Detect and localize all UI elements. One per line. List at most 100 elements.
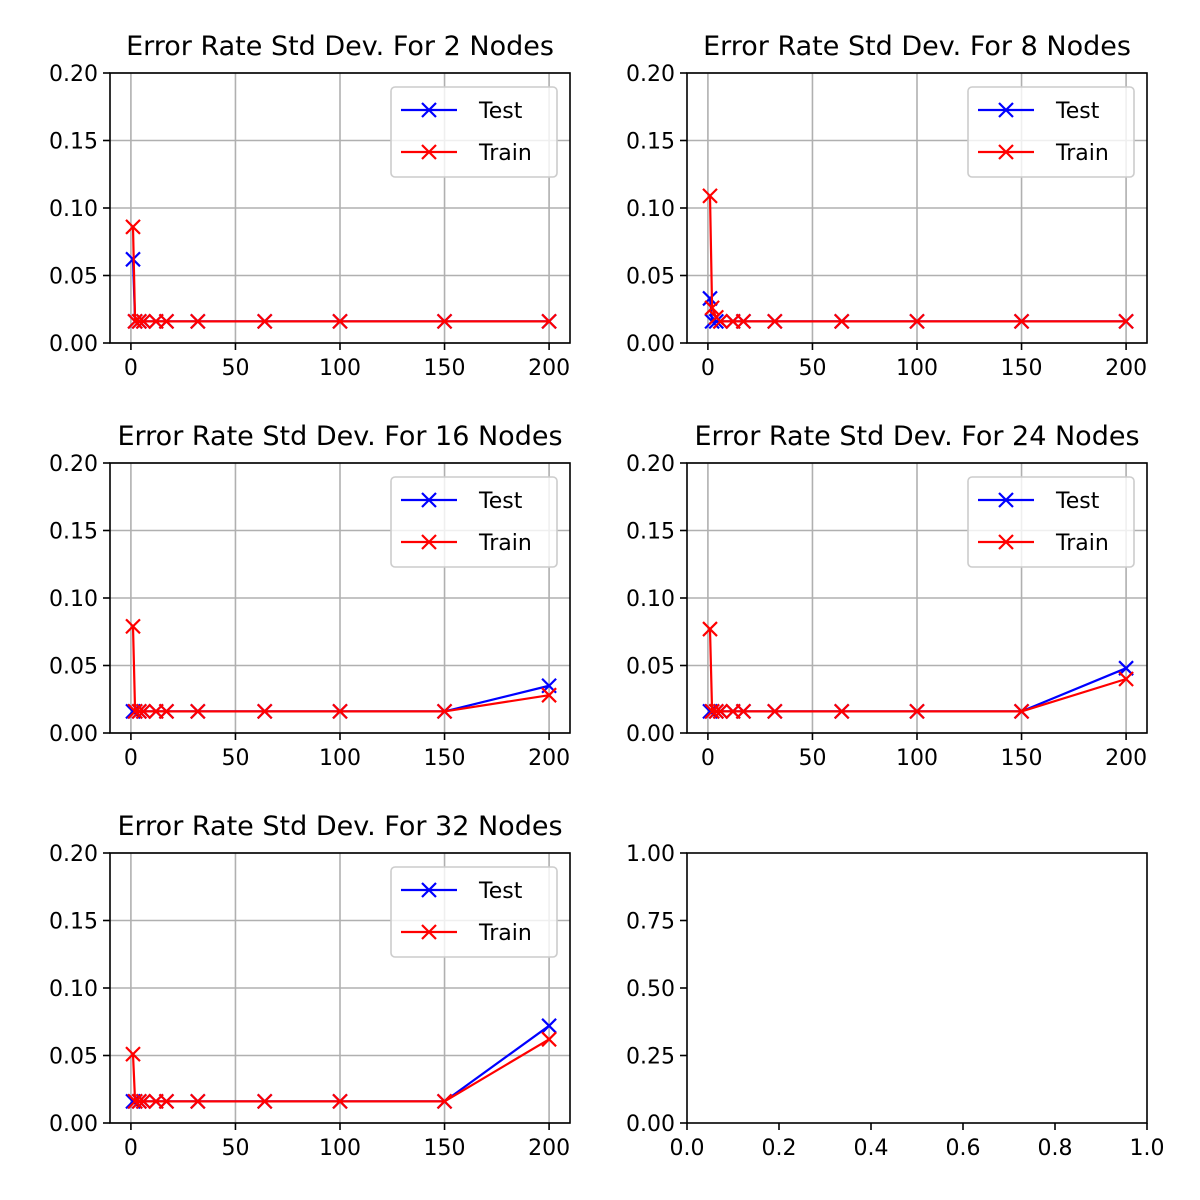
data-point-train bbox=[833, 313, 850, 330]
x-tick-label: 150 bbox=[1001, 356, 1043, 381]
legend-marker-test bbox=[998, 492, 1014, 508]
legend: Test Train bbox=[967, 86, 1135, 178]
data-point-train bbox=[256, 313, 273, 330]
legend-label-train: Train bbox=[478, 141, 532, 166]
data-point-train bbox=[767, 313, 783, 330]
data-point-train bbox=[702, 188, 718, 204]
legend-marker-test bbox=[421, 102, 437, 118]
legend-box bbox=[390, 866, 558, 958]
data-point-train bbox=[1013, 313, 1030, 330]
axes-frame bbox=[686, 852, 1148, 1124]
data-point-train bbox=[158, 1093, 175, 1110]
x-tick-label: 0 bbox=[124, 746, 138, 771]
y-tick-label: 0.10 bbox=[49, 977, 98, 1002]
y-tick-label: 0.50 bbox=[626, 977, 675, 1002]
x-tick-label: 1.0 bbox=[1130, 1136, 1165, 1161]
data-point-train bbox=[256, 1093, 273, 1110]
data-point-train bbox=[190, 703, 206, 720]
data-point-train bbox=[135, 1093, 152, 1110]
legend-box bbox=[390, 476, 558, 568]
y-tick-label: 0.05 bbox=[49, 655, 98, 680]
data-point-train bbox=[735, 703, 752, 720]
x-tick-label: 0.2 bbox=[762, 1136, 797, 1161]
x-tick-label: 200 bbox=[528, 746, 570, 771]
legend-label-test: Test bbox=[1055, 99, 1100, 124]
x-tick-label: 200 bbox=[1105, 746, 1147, 771]
data-point-train bbox=[131, 1093, 148, 1110]
legend-marker-test bbox=[421, 882, 437, 898]
x-tick-label: 100 bbox=[896, 746, 938, 771]
data-point-train bbox=[125, 618, 141, 635]
y-tick-label: 0.05 bbox=[626, 265, 675, 290]
x-tick-label: 0.4 bbox=[854, 1136, 889, 1161]
data-point-train bbox=[131, 313, 148, 330]
y-tick-label: 0.15 bbox=[49, 520, 98, 545]
data-point-train bbox=[833, 703, 850, 720]
y-tick-label: 0.00 bbox=[626, 332, 675, 357]
data-point-train bbox=[436, 703, 453, 720]
y-tick-label: 0.20 bbox=[49, 452, 98, 477]
legend-label-train: Train bbox=[1055, 141, 1109, 166]
y-tick-label: 0.05 bbox=[49, 1045, 98, 1070]
x-tick-label: 50 bbox=[221, 746, 249, 771]
legend-marker-train bbox=[421, 924, 437, 940]
x-tick-label: 100 bbox=[896, 356, 938, 381]
data-point-train bbox=[131, 703, 148, 720]
y-tick-label: 0.15 bbox=[626, 520, 675, 545]
subplot-title: Error Rate Std Dev. For 8 Nodes bbox=[703, 31, 1131, 62]
data-point-train bbox=[1118, 671, 1134, 687]
data-point-train bbox=[541, 313, 557, 330]
y-tick-label: 0.00 bbox=[626, 722, 675, 747]
legend-marker-train bbox=[998, 144, 1014, 160]
x-tick-label: 150 bbox=[424, 356, 466, 381]
y-tick-label: 0.00 bbox=[49, 722, 98, 747]
data-point-train bbox=[909, 703, 925, 720]
x-tick-label: 100 bbox=[319, 1136, 361, 1161]
legend-marker-test bbox=[421, 492, 437, 508]
data-point-train bbox=[1118, 313, 1134, 330]
data-point-train bbox=[541, 687, 557, 703]
data-point-train bbox=[735, 313, 752, 330]
data-point-train bbox=[767, 703, 783, 720]
x-tick-label: 200 bbox=[1105, 356, 1147, 381]
y-tick-label: 0.10 bbox=[626, 587, 675, 612]
data-point-test bbox=[702, 290, 718, 307]
x-tick-label: 50 bbox=[221, 1136, 249, 1161]
data-point-train bbox=[708, 703, 725, 720]
y-tick-label: 0.00 bbox=[626, 1112, 675, 1137]
legend-label-train: Train bbox=[478, 531, 532, 556]
data-point-train bbox=[704, 300, 720, 316]
data-point-train bbox=[332, 1093, 348, 1110]
x-tick-label: 0 bbox=[124, 1136, 138, 1161]
y-tick-label: 0.15 bbox=[626, 130, 675, 155]
data-point-train bbox=[125, 219, 141, 235]
y-tick-label: 0.05 bbox=[49, 265, 98, 290]
axes-frame bbox=[686, 72, 1148, 344]
y-tick-label: 0.20 bbox=[626, 452, 675, 477]
data-point-train bbox=[256, 703, 273, 720]
y-tick-label: 0.00 bbox=[49, 332, 98, 357]
subplot-title: Error Rate Std Dev. For 16 Nodes bbox=[117, 421, 562, 452]
legend: Test Train bbox=[390, 86, 558, 178]
legend-box bbox=[967, 476, 1135, 568]
subplot-title: Error Rate Std Dev. For 32 Nodes bbox=[117, 811, 562, 842]
data-point-train bbox=[332, 313, 348, 330]
subplot-3: 0 50 100 150 200 0.00 0.05 0.10 0.15 0.20 Error Ra… bbox=[49, 421, 571, 771]
y-tick-label: 0.75 bbox=[626, 910, 675, 935]
x-tick-label: 0 bbox=[124, 356, 138, 381]
legend: Test Train bbox=[967, 476, 1135, 568]
x-tick-label: 150 bbox=[1001, 746, 1043, 771]
x-tick-label: 50 bbox=[798, 356, 826, 381]
y-tick-label: 0.20 bbox=[626, 62, 675, 87]
data-point-train bbox=[190, 313, 206, 330]
legend: Test Train bbox=[390, 476, 558, 568]
y-tick-label: 1.00 bbox=[626, 842, 675, 867]
data-point-train bbox=[712, 313, 729, 330]
x-tick-label: 150 bbox=[424, 1136, 466, 1161]
x-tick-label: 200 bbox=[528, 356, 570, 381]
y-tick-label: 0.00 bbox=[49, 1112, 98, 1137]
x-tick-label: 50 bbox=[221, 356, 249, 381]
data-point-train bbox=[158, 703, 175, 720]
subplot-title: Error Rate Std Dev. For 24 Nodes bbox=[694, 421, 1139, 452]
